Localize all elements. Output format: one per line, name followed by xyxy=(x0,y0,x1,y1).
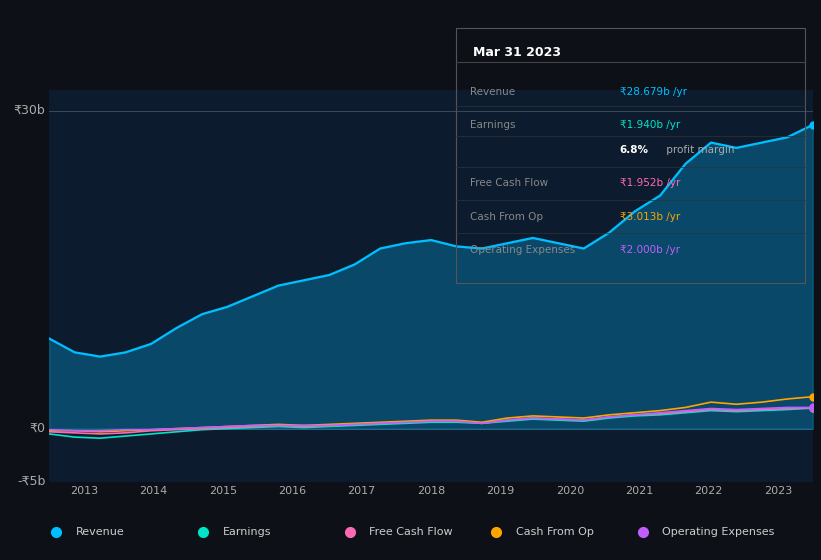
Text: 6.8%: 6.8% xyxy=(620,145,649,155)
Text: Earnings: Earnings xyxy=(470,120,515,130)
Text: ₹1.952b /yr: ₹1.952b /yr xyxy=(620,179,680,188)
Text: Operating Expenses: Operating Expenses xyxy=(663,527,775,537)
Text: ₹28.679b /yr: ₹28.679b /yr xyxy=(620,87,686,97)
Text: Operating Expenses: Operating Expenses xyxy=(470,245,575,255)
Text: ₹0: ₹0 xyxy=(30,422,45,435)
Text: Free Cash Flow: Free Cash Flow xyxy=(470,179,548,188)
Text: Revenue: Revenue xyxy=(470,87,515,97)
Text: ₹1.940b /yr: ₹1.940b /yr xyxy=(620,120,680,130)
Text: Cash From Op: Cash From Op xyxy=(470,212,543,222)
Text: Cash From Op: Cash From Op xyxy=(516,527,594,537)
Text: Revenue: Revenue xyxy=(76,527,125,537)
Text: ₹3.013b /yr: ₹3.013b /yr xyxy=(620,212,680,222)
Text: Earnings: Earnings xyxy=(222,527,271,537)
Text: Mar 31 2023: Mar 31 2023 xyxy=(473,46,561,59)
Text: -₹5b: -₹5b xyxy=(17,475,45,488)
Text: profit margin: profit margin xyxy=(663,145,735,155)
Text: ₹30b: ₹30b xyxy=(14,104,45,117)
Text: Free Cash Flow: Free Cash Flow xyxy=(369,527,452,537)
Text: ₹2.000b /yr: ₹2.000b /yr xyxy=(620,245,680,255)
